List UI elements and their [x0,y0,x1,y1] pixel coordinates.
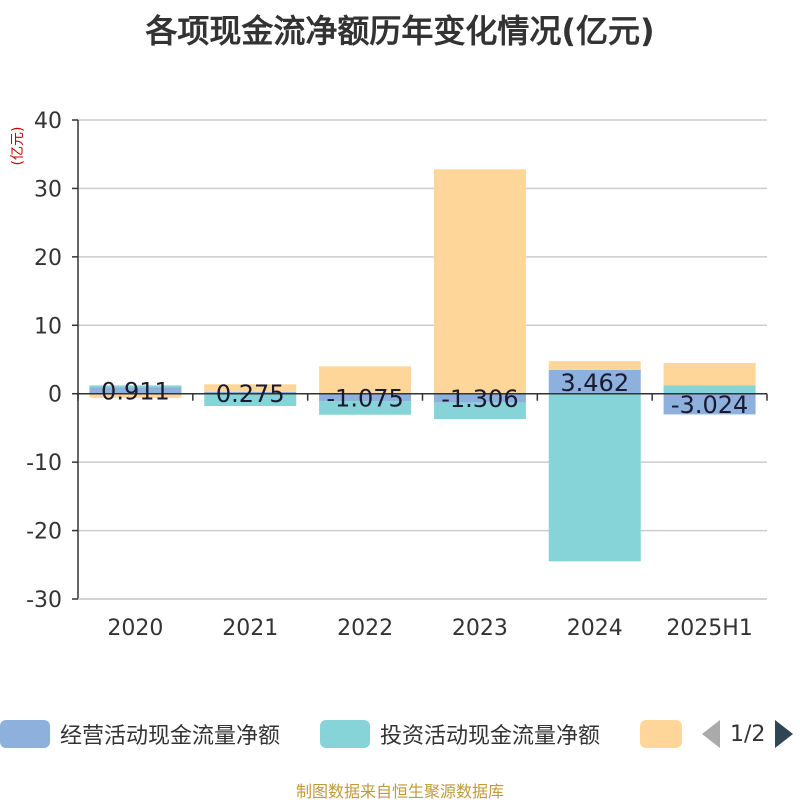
y-axis-unit-label: (亿元) [10,127,26,166]
data-label: -3.024 [671,391,748,419]
legend-item-operating[interactable]: 经营活动现金流量净额 [0,714,280,754]
bar-series-2-2021 [204,384,297,392]
legend-pager: 1/2 [702,714,794,754]
legend-item-investing[interactable]: 投资活动现金流量净额 [320,714,600,754]
y-tick-label: 20 [34,246,62,271]
x-tick-label: 2021 [222,616,278,641]
bar-series-0-2020 [89,387,182,394]
legend-swatch-investing [320,720,370,748]
bar-series-2-2024 [548,361,641,371]
data-source-note: 制图数据来自恒生聚源数据库 [295,782,504,801]
x-tick-label: 2022 [337,616,393,641]
legend-page-indicator: 1/2 [730,721,766,747]
y-tick-label: -30 [26,588,62,613]
data-label: -1.306 [441,385,518,413]
data-label: 0.911 [101,378,170,406]
bar-series-0-2025H1 [663,393,756,415]
y-tick-label: 30 [34,177,62,202]
bar-series-0-2022 [319,393,412,402]
legend-label-operating: 经营活动现金流量净额 [60,724,281,749]
bar-series-0-2023 [433,393,526,403]
x-tick-label: 2023 [452,616,508,641]
bar-series-0-2021 [204,391,297,394]
x-tick-label: 2020 [107,616,163,641]
data-label: 3.462 [560,369,629,397]
bar-series-1-2024 [548,393,641,562]
bar-series-1-2021 [204,393,297,407]
y-tick-label: 40 [34,109,62,134]
bar-series-1-2023 [433,402,526,420]
bar-series-2-2025H1 [663,362,756,386]
bar-series-2-2022 [319,366,412,394]
bar-series-2-2023 [433,169,526,394]
x-tick-label: 2024 [567,616,623,641]
bar-series-0-2024 [548,370,641,394]
bar-series-2-2020 [89,393,182,398]
y-tick-label: -10 [26,451,62,476]
y-tick-label: 10 [34,314,62,339]
bar-series-1-2022 [319,401,412,415]
y-tick-label: 0 [48,383,62,408]
legend: 经营活动现金流量净额 投资活动现金流量净额 1/2 [0,714,800,754]
chart-title: 各项现金流净额历年变化情况(亿元) [145,12,655,50]
bar-series-1-2025H1 [663,385,756,394]
bar-series-1-2020 [89,385,182,388]
data-label: -1.075 [326,384,403,412]
legend-prev-icon[interactable] [702,720,720,748]
x-tick-label: 2025H1 [666,616,753,641]
y-tick-label: -20 [26,520,62,545]
data-label: 0.275 [216,380,285,408]
legend-next-icon[interactable] [775,720,794,748]
legend-swatch-financing [640,720,682,748]
legend-label-investing: 投资活动现金流量净额 [380,724,601,749]
legend-swatch-operating [0,720,50,748]
legend-item-financing[interactable] [640,714,692,754]
